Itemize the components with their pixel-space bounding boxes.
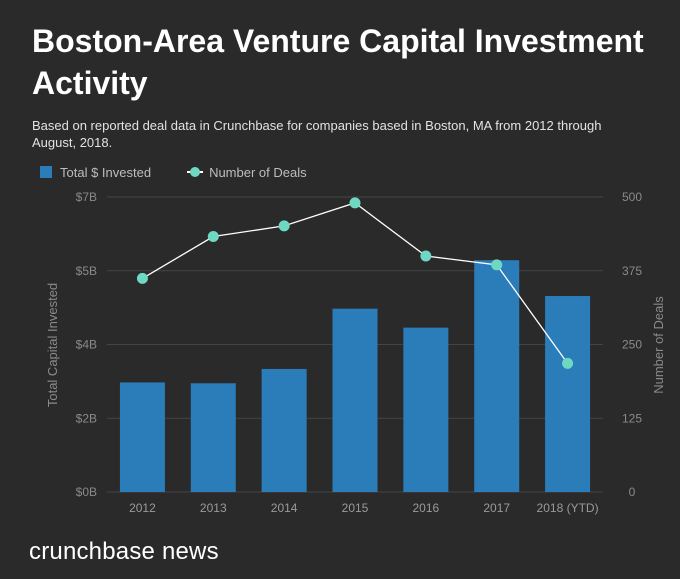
x-tick-label: 2015: [342, 501, 369, 515]
y2-tick-label: 375: [622, 264, 642, 278]
bar: [474, 260, 520, 492]
y2-axis-label: Number of Deals: [651, 296, 666, 394]
x-tick-label: 2018 (YTD): [537, 501, 599, 515]
y-tick-label: $7B: [76, 190, 97, 204]
x-tick-label: 2013: [200, 501, 227, 515]
legend-bar-swatch: [40, 166, 52, 178]
y-tick-label: $2B: [76, 411, 97, 425]
x-tick-label: 2012: [129, 501, 156, 515]
chart-subtitle: Based on reported deal data in Crunchbas…: [32, 118, 602, 150]
bar: [261, 368, 307, 492]
x-tick-label: 2017: [483, 501, 510, 515]
y-axis-label: Total Capital Invested: [45, 283, 60, 407]
bar: [119, 382, 165, 492]
y-tick-label: $0B: [76, 485, 97, 499]
brand-logo: crunchbase news: [29, 538, 219, 565]
bar: [545, 296, 591, 492]
legend-item-invested: Total $ Invested: [40, 165, 151, 180]
deals-point: [207, 231, 219, 243]
legend-label-deals: Number of Deals: [209, 164, 307, 180]
deals-point: [420, 250, 432, 262]
y2-tick-label: 0: [629, 485, 636, 499]
bar: [403, 327, 449, 492]
legend-line-swatch: [187, 166, 204, 178]
legend: Total $ Invested Number of Deals: [40, 163, 343, 181]
deals-point: [349, 197, 361, 209]
deals-point: [491, 259, 503, 271]
y-tick-label: $4B: [76, 338, 97, 352]
bar: [332, 308, 378, 492]
y2-tick-label: 250: [622, 338, 642, 352]
chart-title: Boston-Area Venture Capital Investment A…: [32, 23, 644, 101]
y2-tick-label: 500: [622, 190, 642, 204]
y-tick-label: $5B: [76, 264, 97, 278]
x-tick-label: 2016: [413, 501, 440, 515]
deals-point: [278, 220, 290, 232]
deals-point: [562, 357, 574, 369]
legend-item-deals: Number of Deals: [187, 165, 307, 180]
x-tick-label: 2014: [271, 501, 298, 515]
legend-label-invested: Total $ Invested: [60, 164, 152, 180]
deals-point: [136, 272, 148, 284]
bar: [190, 383, 236, 492]
y2-tick-label: 125: [622, 411, 642, 425]
